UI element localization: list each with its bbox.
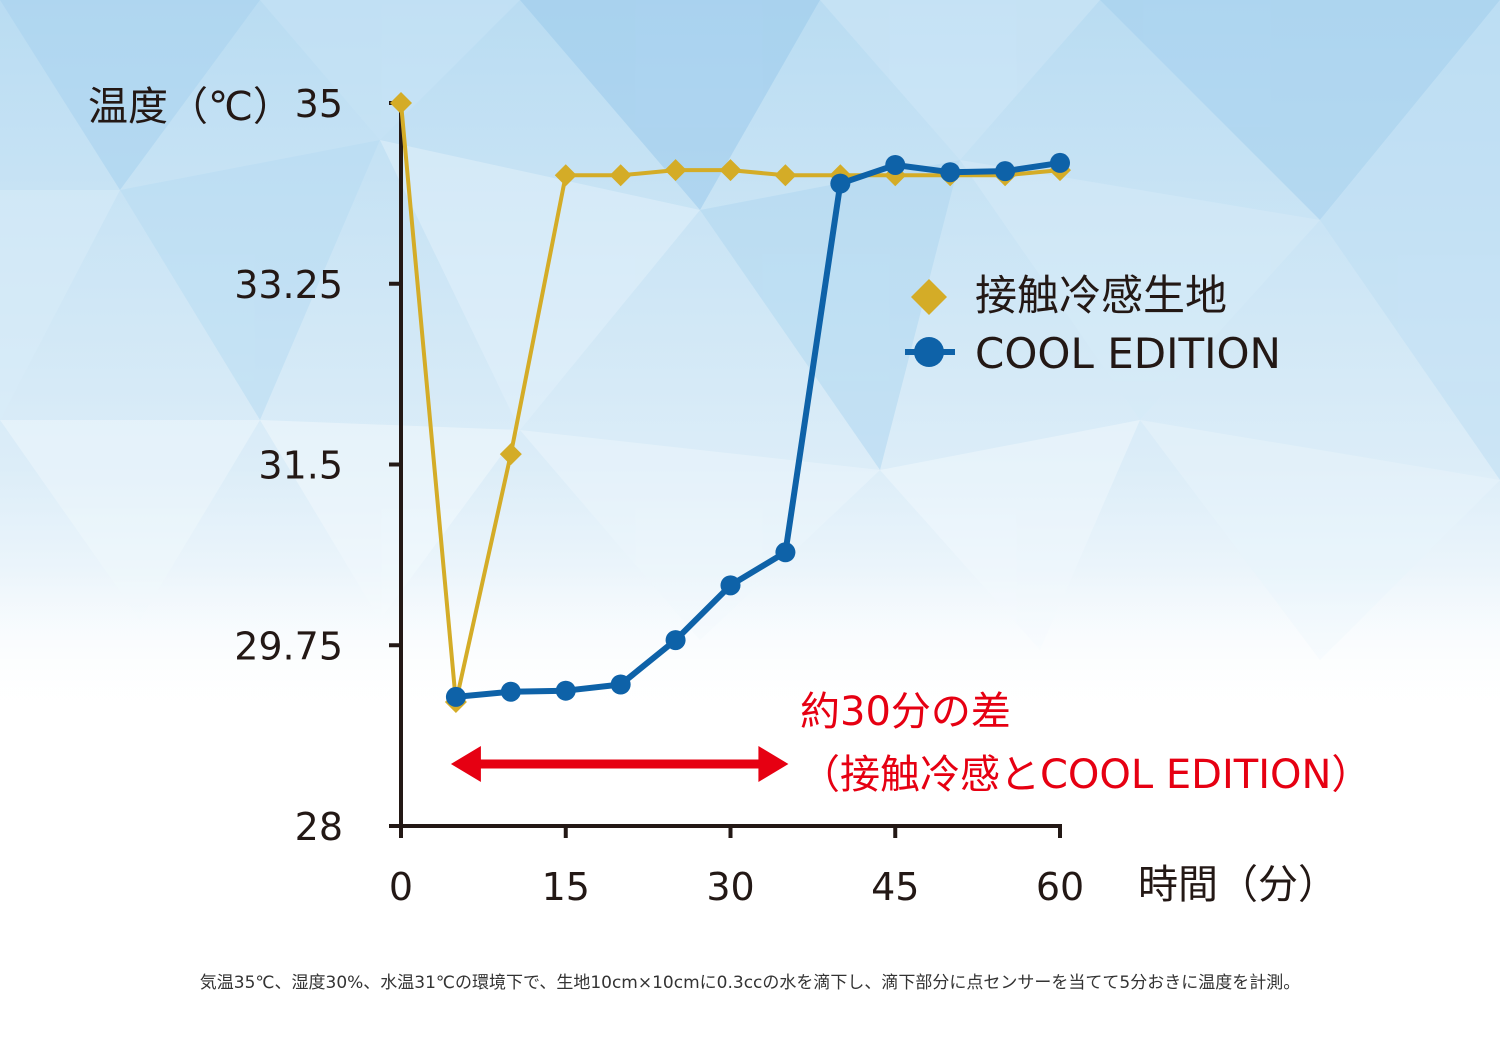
data-point-circle [830,173,851,194]
x-tick-label: 30 [706,865,754,909]
arrow-head-right [758,746,789,782]
data-point-circle [775,542,796,563]
data-point-diamond [554,164,577,187]
legend-marker-yellow [911,279,947,315]
x-tick-label: 60 [1036,865,1084,909]
data-point-circle [665,630,686,651]
data-point-diamond [719,159,742,182]
footnote: 気温35℃、湿度30%、水温31℃の環境下で、生地10cm×10cmに0.3cc… [199,973,1301,993]
legend: 接触冷感生地 COOL EDITION [905,271,1281,378]
series-line [399,102,1061,705]
data-point-diamond [664,159,687,182]
x-tick-label: 15 [542,865,590,909]
x-tick-label: 45 [871,865,919,909]
data-point-diamond [609,164,632,187]
series-1 [390,92,1071,714]
data-point-circle [445,686,466,707]
y-tick-label: 28 [295,805,343,849]
series-line [455,159,1061,700]
legend-label-series-1: 接触冷感生地 [975,271,1227,320]
y-tick-label: 35 [295,82,343,126]
series-2 [445,152,1070,707]
data-point-circle [555,680,576,701]
data-point-diamond [499,443,522,466]
data-point-circle [720,575,741,596]
legend-label-series-2: COOL EDITION [975,329,1281,378]
y-axis-title: 温度（℃） [88,84,293,130]
annotation-line-2: （接触冷感とCOOL EDITION） [800,752,1371,798]
y-tick-label: 29.75 [234,624,343,668]
difference-arrow [450,746,789,782]
arrow-head-left [450,746,481,782]
data-point-circle [1050,152,1070,173]
annotation-line-1: 約30分の差 [800,689,1011,735]
data-point-circle [610,674,631,695]
data-point-circle [995,161,1016,182]
data-point-circle [940,162,961,183]
data-point-circle [500,681,521,702]
x-axis-title: 時間（分） [1138,862,1338,908]
data-point-circle [885,154,906,175]
data-point-diamond [390,92,412,114]
y-tick-label: 33.25 [234,263,343,307]
legend-marker-blue [905,337,955,367]
y-tick-label: 31.5 [258,444,343,488]
x-tick-label: 0 [389,865,413,909]
legend-diamond-icon [911,279,947,315]
legend-circle-icon [914,337,944,367]
data-point-diamond [774,164,797,187]
